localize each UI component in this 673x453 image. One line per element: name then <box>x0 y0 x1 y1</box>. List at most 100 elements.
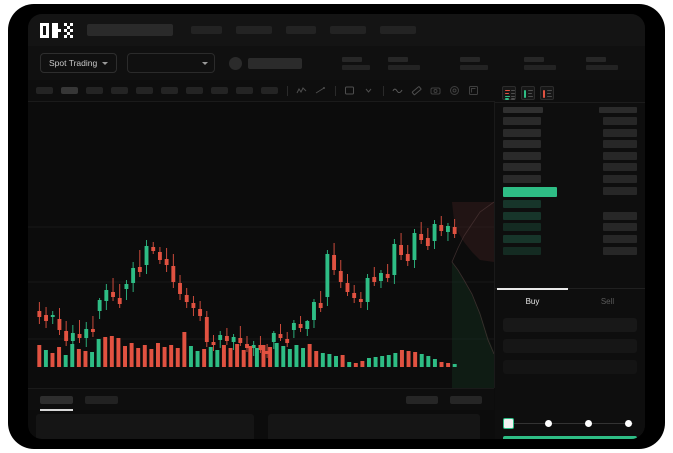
volume-bar <box>432 359 437 367</box>
okx-logo-icon[interactable] <box>40 22 73 38</box>
camera-icon[interactable] <box>430 85 441 96</box>
volume-bar <box>50 353 55 367</box>
orderbook-ask-row[interactable] <box>503 117 637 125</box>
candle-body <box>137 267 142 272</box>
candle-body <box>238 338 243 343</box>
volume-bar <box>334 356 338 367</box>
candle-body <box>325 254 330 297</box>
tab-sell[interactable]: Sell <box>570 289 645 314</box>
candle-body <box>392 244 397 275</box>
candle-body <box>184 295 189 302</box>
line-chart-icon[interactable] <box>296 85 307 96</box>
timeframe-2[interactable] <box>61 87 78 94</box>
volume-bar <box>228 348 233 367</box>
text-tool-icon[interactable] <box>344 85 355 96</box>
tab-buy[interactable]: Buy <box>495 288 570 314</box>
orderbook-ask-row[interactable] <box>503 174 637 183</box>
candle-body <box>271 333 276 342</box>
slider-node-2[interactable] <box>545 420 552 427</box>
orderbook-bid-row[interactable] <box>503 234 637 243</box>
timeframe-6[interactable] <box>161 87 178 94</box>
candle-body <box>131 268 136 283</box>
candle-body <box>251 345 256 348</box>
candlestick-chart-canvas[interactable] <box>28 102 494 388</box>
order-amount-field[interactable] <box>503 339 637 353</box>
orderbook-bids-icon[interactable] <box>521 86 535 100</box>
settings-icon[interactable] <box>449 85 460 96</box>
order-total-field[interactable] <box>503 360 637 374</box>
timeframe-5[interactable] <box>136 87 153 94</box>
trading-pair-select[interactable] <box>127 53 216 73</box>
orderbook-bid-row[interactable] <box>503 246 637 255</box>
orderbook-rows <box>495 113 645 255</box>
orders-action-1[interactable] <box>406 395 438 404</box>
orderbook-bid-row[interactable] <box>503 223 637 232</box>
orderbook-ask-row[interactable] <box>503 163 637 172</box>
chevron-down-icon <box>102 61 109 65</box>
volume-bar <box>373 357 378 367</box>
candle-body <box>191 303 196 308</box>
wave-icon[interactable] <box>392 85 403 96</box>
orderbook-bid-row[interactable] <box>503 200 637 209</box>
candle-body <box>164 259 169 265</box>
timeframe-8[interactable] <box>211 87 228 94</box>
timeframe-9[interactable] <box>236 87 253 94</box>
orderbook-ask-row[interactable] <box>503 128 637 137</box>
volume-bar <box>314 351 319 367</box>
submit-buy-button[interactable] <box>503 436 637 439</box>
slider-handle[interactable] <box>503 418 514 429</box>
trading-mode-select[interactable]: Spot Trading <box>40 53 118 73</box>
ruler-icon[interactable] <box>411 85 422 96</box>
orderbook-column-headers <box>495 100 645 113</box>
orders-action-2[interactable] <box>450 395 482 404</box>
volume-bar <box>103 337 108 367</box>
slider-node-4[interactable] <box>625 420 632 427</box>
timeframe-10[interactable] <box>261 87 278 94</box>
tab-buy-label: Buy <box>525 297 540 306</box>
nav-item-2[interactable] <box>236 26 272 34</box>
candle-body <box>425 238 430 246</box>
last-price-value <box>248 57 303 69</box>
timeframe-7[interactable] <box>186 87 203 94</box>
candle-body <box>338 271 343 282</box>
chevron-down-icon <box>202 61 209 65</box>
timeframe-4[interactable] <box>111 87 128 94</box>
orderbook-asks-icon[interactable] <box>540 86 554 100</box>
candle-body <box>97 300 102 311</box>
ticker-stat-3 <box>460 56 489 70</box>
orderbook-both-icon[interactable] <box>502 86 516 100</box>
orderbook-bid-row[interactable] <box>503 211 637 220</box>
trend-line-icon[interactable] <box>315 85 326 96</box>
trading-mode-label: Spot Trading <box>49 58 98 68</box>
tab-sell-label: Sell <box>600 297 615 306</box>
candle-body <box>432 224 437 241</box>
timeframe-3[interactable] <box>86 87 103 94</box>
tab-open-orders[interactable] <box>40 395 73 411</box>
candle-body <box>385 274 390 278</box>
nav-item-3[interactable] <box>286 26 316 34</box>
nav-item-5[interactable] <box>380 26 416 34</box>
volume-bar <box>268 347 273 367</box>
volume-bar <box>83 351 88 367</box>
orderbook-col-amount <box>599 107 637 113</box>
orderbook-ask-row[interactable] <box>503 140 637 149</box>
slider-node-3[interactable] <box>585 420 592 427</box>
orderbook-current-price-row[interactable] <box>503 186 637 197</box>
fullscreen-icon[interactable] <box>468 85 479 96</box>
candle-body <box>198 309 203 316</box>
nav-item-1[interactable] <box>191 26 222 34</box>
candle-body <box>452 227 457 234</box>
orderbook-ask-row[interactable] <box>503 151 637 160</box>
tab-order-history[interactable] <box>85 395 118 404</box>
price-chart[interactable] <box>28 102 494 388</box>
search-input[interactable] <box>87 24 173 36</box>
chevron-down-icon[interactable] <box>363 85 374 96</box>
timeframe-1[interactable] <box>36 87 53 94</box>
amount-slider[interactable] <box>503 418 637 430</box>
volume-bar <box>386 355 391 367</box>
candle-body <box>44 315 48 321</box>
candle-body <box>117 298 122 304</box>
nav-item-4[interactable] <box>330 26 366 34</box>
order-price-field[interactable] <box>503 318 637 332</box>
slider-track <box>507 423 633 424</box>
